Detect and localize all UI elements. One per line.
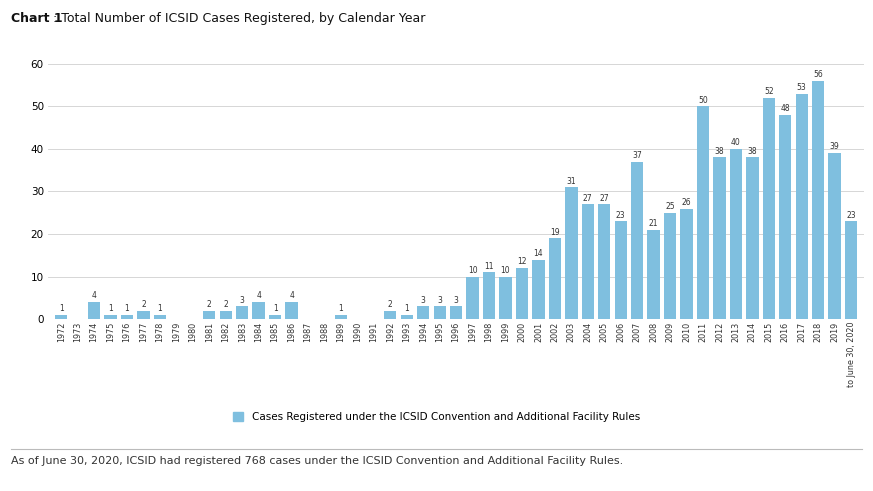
Text: 3: 3	[240, 296, 244, 305]
Bar	[697, 107, 709, 319]
Bar	[812, 81, 824, 319]
Text: 19: 19	[550, 228, 560, 237]
Bar	[779, 115, 792, 319]
Text: 10: 10	[468, 266, 478, 275]
Bar	[516, 268, 528, 319]
Bar	[631, 162, 643, 319]
Bar	[533, 260, 545, 319]
Text: 1: 1	[339, 304, 343, 313]
Bar	[252, 302, 265, 319]
Bar	[663, 213, 677, 319]
Bar	[285, 302, 298, 319]
Text: 23: 23	[615, 211, 626, 219]
Bar	[384, 311, 396, 319]
Legend: Cases Registered under the ICSID Convention and Additional Facility Rules: Cases Registered under the ICSID Convent…	[233, 412, 640, 422]
Text: 26: 26	[682, 198, 691, 207]
Bar	[417, 306, 430, 319]
Bar	[730, 149, 742, 319]
Bar	[483, 273, 495, 319]
Bar	[120, 315, 134, 319]
Bar	[401, 315, 413, 319]
Text: 1: 1	[157, 304, 162, 313]
Text: 2: 2	[388, 300, 393, 309]
Text: 1: 1	[404, 304, 409, 313]
Bar	[466, 276, 478, 319]
Text: Chart 1: Chart 1	[11, 12, 63, 25]
Bar	[598, 204, 610, 319]
Text: 23: 23	[846, 211, 856, 219]
Bar	[549, 238, 561, 319]
Text: 3: 3	[421, 296, 426, 305]
Bar	[828, 153, 841, 319]
Bar	[795, 94, 808, 319]
Bar	[154, 315, 166, 319]
Text: 25: 25	[665, 202, 675, 211]
Text: 4: 4	[256, 292, 261, 300]
Bar	[220, 311, 232, 319]
Bar	[713, 158, 725, 319]
Text: 37: 37	[632, 151, 642, 160]
Bar	[499, 276, 512, 319]
Bar	[236, 306, 249, 319]
Bar	[763, 98, 775, 319]
Text: 38: 38	[747, 147, 757, 156]
Text: 3: 3	[454, 296, 458, 305]
Bar	[203, 311, 216, 319]
Text: 10: 10	[501, 266, 511, 275]
Text: 4: 4	[92, 292, 97, 300]
Text: As of June 30, 2020, ICSID had registered 768 cases under the ICSID Convention a: As of June 30, 2020, ICSID had registere…	[11, 456, 623, 465]
Text: 38: 38	[715, 147, 725, 156]
Text: 27: 27	[583, 193, 593, 203]
Text: 56: 56	[814, 70, 823, 79]
Text: 27: 27	[600, 193, 609, 203]
Bar	[137, 311, 149, 319]
Text: 2: 2	[223, 300, 228, 309]
Text: 14: 14	[533, 249, 543, 258]
Bar	[434, 306, 446, 319]
Bar	[334, 315, 347, 319]
Bar	[746, 158, 759, 319]
Bar	[581, 204, 594, 319]
Bar	[105, 315, 117, 319]
Text: 1: 1	[125, 304, 129, 313]
Text: 4: 4	[289, 292, 294, 300]
Text: : Total Number of ICSID Cases Registered, by Calendar Year: : Total Number of ICSID Cases Registered…	[53, 12, 426, 25]
Text: 1: 1	[108, 304, 113, 313]
Text: 2: 2	[207, 300, 211, 309]
Text: 3: 3	[437, 296, 442, 305]
Text: 2: 2	[141, 300, 146, 309]
Bar	[845, 221, 857, 319]
Text: 48: 48	[780, 104, 790, 113]
Text: 31: 31	[567, 177, 576, 186]
Text: 21: 21	[649, 219, 658, 228]
Bar	[565, 187, 578, 319]
Text: 1: 1	[58, 304, 64, 313]
Bar	[615, 221, 627, 319]
Text: 50: 50	[698, 96, 708, 105]
Text: 12: 12	[517, 257, 526, 267]
Bar	[680, 209, 692, 319]
Text: 53: 53	[797, 83, 807, 92]
Bar	[88, 302, 100, 319]
Bar	[450, 306, 463, 319]
Text: 40: 40	[731, 138, 741, 147]
Bar	[269, 315, 281, 319]
Text: 1: 1	[272, 304, 278, 313]
Bar	[648, 230, 660, 319]
Text: 52: 52	[764, 87, 773, 96]
Text: 39: 39	[829, 142, 840, 152]
Text: 11: 11	[485, 262, 494, 271]
Bar	[55, 315, 67, 319]
